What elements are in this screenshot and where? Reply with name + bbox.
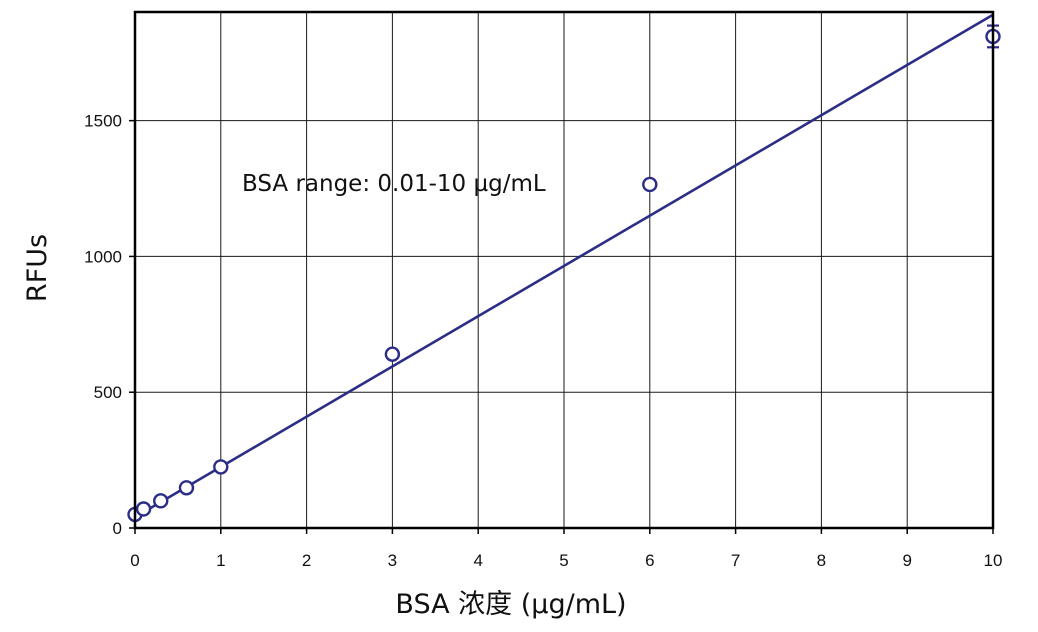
chart-annotation: BSA range: 0.01-10 µg/mL xyxy=(242,171,546,197)
x-tick-label: 10 xyxy=(984,551,1003,570)
x-tick-labels: 0 1 2 3 4 5 6 7 8 9 10 xyxy=(130,551,1002,570)
y-axis-title: RFUs xyxy=(22,234,53,302)
y-tick-label: 1500 xyxy=(84,112,122,131)
x-tick-label: 3 xyxy=(388,551,397,570)
y-tick-label: 0 xyxy=(113,519,122,538)
x-tick-label: 6 xyxy=(645,551,654,570)
data-point xyxy=(153,493,169,509)
x-axis-title: BSA 浓度 (µg/mL) xyxy=(395,589,626,620)
data-point xyxy=(384,346,401,362)
plot-frame xyxy=(129,10,995,534)
data-point xyxy=(135,501,152,517)
x-tick-label: 4 xyxy=(473,551,482,570)
x-tick-label: 2 xyxy=(302,551,311,570)
fit-line-group xyxy=(134,13,994,519)
fit-line xyxy=(134,13,994,519)
y-tick-labels: 0 500 1000 1500 xyxy=(84,112,122,538)
x-tick-label: 1 xyxy=(216,551,225,570)
x-tick-label: 8 xyxy=(817,551,826,570)
y-tick-label: 500 xyxy=(94,383,122,402)
x-tick-label: 9 xyxy=(902,551,911,570)
x-tick-label: 5 xyxy=(559,551,568,570)
x-tick-label: 7 xyxy=(731,551,740,570)
data-point xyxy=(178,480,195,496)
y-tick-label: 1000 xyxy=(84,247,122,266)
x-tick-label: 0 xyxy=(130,551,139,570)
data-point xyxy=(213,459,229,475)
data-point xyxy=(642,176,658,193)
